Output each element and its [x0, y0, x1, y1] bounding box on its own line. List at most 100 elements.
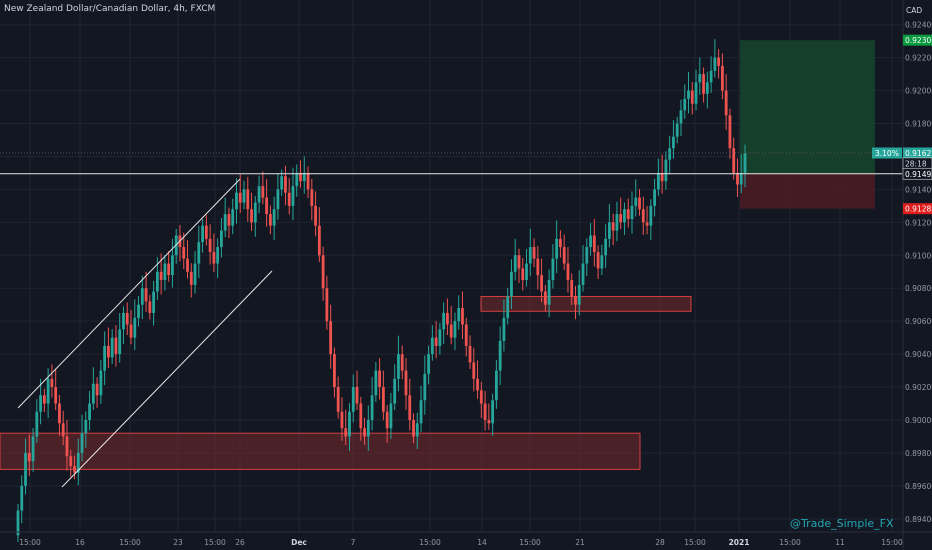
- entry-price-label: 0.91495: [905, 170, 932, 179]
- candle-body: [58, 403, 61, 424]
- candle-body: [61, 423, 65, 437]
- candle-body: [39, 395, 43, 412]
- candle-body: [212, 252, 216, 264]
- candle-body: [355, 387, 359, 404]
- candle-body: [299, 172, 302, 182]
- target-zone: [740, 40, 875, 174]
- candle-body: [46, 378, 50, 404]
- candle-body: [528, 247, 532, 264]
- time-axis[interactable]: 15:00 16 15:00 23 15:00 26 Dec 7 15:00 14 15:00 21 2…: [0, 531, 932, 547]
- candle-body: [310, 189, 314, 206]
- candle-body: [457, 308, 461, 322]
- candle-body: [103, 345, 107, 371]
- candle-body: [84, 420, 88, 434]
- candle-body: [125, 312, 129, 325]
- candle-body: [483, 403, 487, 420]
- candle-body: [656, 172, 660, 190]
- candle-body: [517, 255, 521, 269]
- candle-body: [675, 123, 679, 137]
- candle-body: [464, 324, 468, 346]
- percent-label: 3.10%: [875, 149, 899, 158]
- candle-body: [280, 176, 284, 190]
- candle-body: [336, 387, 340, 412]
- candle-body: [201, 225, 204, 243]
- candle-body: [736, 172, 739, 185]
- candle-body: [461, 308, 464, 325]
- candle-body: [623, 209, 626, 223]
- candle-body: [619, 214, 623, 223]
- candle-body: [186, 258, 189, 272]
- candle-body: [404, 370, 408, 396]
- candle-body: [562, 247, 566, 264]
- zones-layer: [0, 40, 875, 470]
- candle-body: [374, 370, 378, 396]
- entry-price-tag: [902, 167, 932, 180]
- candle-body: [449, 324, 453, 338]
- x-tick-label: 15:00: [684, 538, 706, 547]
- candle-body: [532, 247, 536, 259]
- candle-body: [80, 433, 84, 453]
- symbol-title: New Zealand Dollar/Canadian Dollar, 4h, …: [4, 4, 216, 14]
- candle-body: [189, 271, 193, 285]
- candle-body: [494, 370, 498, 401]
- candle-body: [664, 159, 668, 182]
- candle-body: [513, 255, 517, 272]
- candle-body: [446, 312, 449, 325]
- x-tick-label: 16: [75, 538, 85, 547]
- candle-body: [506, 296, 510, 318]
- candle-body: [321, 255, 325, 289]
- candle-body: [227, 214, 231, 226]
- candle-body: [265, 197, 269, 215]
- price-axis[interactable]: 0.924000.922000.920000.918000.916000.914…: [872, 0, 932, 550]
- candle-body: [31, 436, 35, 462]
- candle-body: [476, 378, 479, 391]
- candle-body: [363, 428, 366, 437]
- x-tick-label: 11: [835, 538, 845, 547]
- candle-body: [159, 271, 163, 280]
- candle-body: [95, 383, 99, 396]
- candle-body: [668, 148, 672, 160]
- candle-body: [581, 263, 585, 285]
- x-tick-label: 28: [655, 538, 665, 547]
- candle-body: [510, 271, 513, 297]
- candle-body: [479, 390, 483, 404]
- candle-body: [577, 284, 581, 305]
- x-tick-label: 2021: [729, 538, 750, 547]
- candle-body: [641, 209, 645, 223]
- candle-body: [268, 214, 272, 226]
- candle-body: [137, 304, 140, 318]
- candle-body: [182, 247, 186, 259]
- countdown-price-label: 28:18: [905, 159, 927, 168]
- candle-body: [238, 192, 242, 203]
- candle-body: [611, 222, 615, 231]
- candle-body: [427, 354, 430, 374]
- candle-body: [592, 235, 596, 252]
- candle-body: [378, 370, 382, 388]
- channel-upper-line: [17, 178, 241, 409]
- target-price-tag: [903, 34, 932, 46]
- candle-body: [607, 222, 611, 239]
- support-zone-lower: [0, 432, 641, 470]
- x-tick-label: 7: [351, 538, 356, 547]
- candle-body: [649, 205, 653, 226]
- candle-body: [231, 209, 235, 226]
- candle-body: [672, 136, 675, 149]
- candle-body: [54, 387, 58, 404]
- candle-body: [596, 252, 600, 269]
- candle-body: [284, 176, 287, 193]
- candle-body: [683, 98, 687, 111]
- current-price-label: 0.91621: [905, 149, 932, 158]
- candle-body: [412, 420, 415, 437]
- candle-body: [397, 354, 400, 379]
- x-tick-label: 15:00: [881, 538, 903, 547]
- candle-body: [314, 205, 317, 226]
- candle-body: [434, 337, 438, 346]
- candle-body: [491, 400, 495, 424]
- candle-body: [317, 225, 321, 256]
- candle-body: [348, 411, 351, 437]
- candle-body: [99, 370, 103, 396]
